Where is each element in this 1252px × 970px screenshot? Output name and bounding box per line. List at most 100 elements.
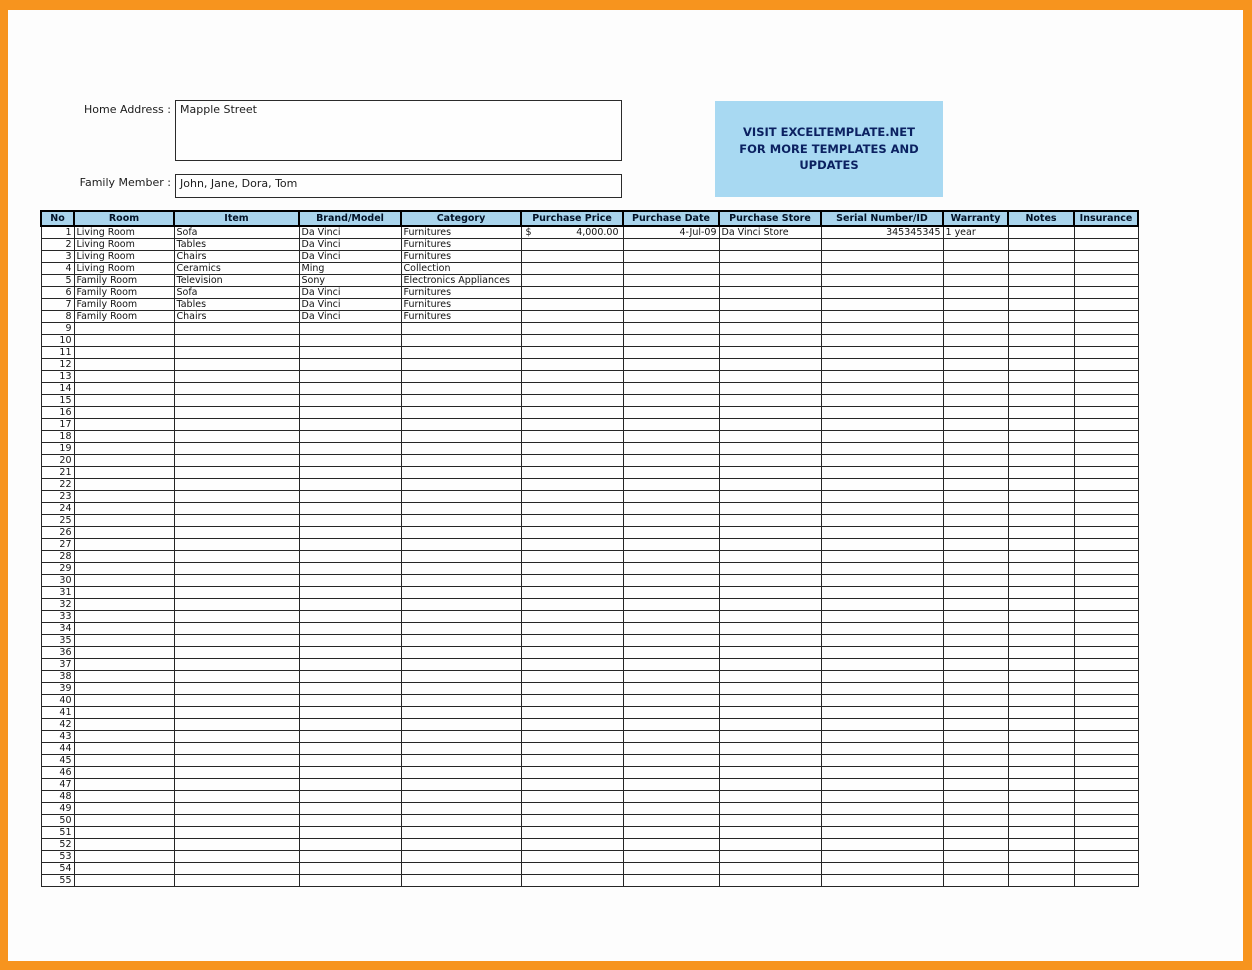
cell-brand_model[interactable] <box>298 346 402 359</box>
cell-room[interactable] <box>73 634 175 647</box>
cell-warranty[interactable] <box>942 586 1009 599</box>
cell-notes[interactable] <box>1007 766 1075 779</box>
cell-notes[interactable] <box>1007 814 1075 827</box>
cell-category[interactable]: Collection <box>400 262 522 275</box>
cell-purchase_store[interactable] <box>718 322 822 335</box>
cell-serial_number[interactable] <box>820 730 944 743</box>
cell-brand_model[interactable] <box>298 430 402 443</box>
cell-purchase_date[interactable] <box>622 466 720 479</box>
cell-purchase_date[interactable] <box>622 742 720 755</box>
cell-warranty[interactable] <box>942 682 1009 695</box>
cell-brand_model[interactable] <box>298 658 402 671</box>
cell-no[interactable]: 17 <box>40 418 75 431</box>
cell-insurance[interactable] <box>1073 802 1139 815</box>
cell-category[interactable] <box>400 778 522 791</box>
cell-serial_number[interactable] <box>820 526 944 539</box>
cell-warranty[interactable] <box>942 730 1009 743</box>
cell-brand_model[interactable] <box>298 778 402 791</box>
cell-no[interactable]: 18 <box>40 430 75 443</box>
cell-purchase_price[interactable] <box>520 610 624 623</box>
cell-category[interactable] <box>400 550 522 563</box>
cell-category[interactable] <box>400 466 522 479</box>
cell-brand_model[interactable]: Sony <box>298 274 402 287</box>
cell-serial_number[interactable] <box>820 346 944 359</box>
cell-warranty[interactable] <box>942 274 1009 287</box>
cell-serial_number[interactable] <box>820 442 944 455</box>
cell-purchase_date[interactable] <box>622 766 720 779</box>
cell-purchase_price[interactable] <box>520 778 624 791</box>
cell-no[interactable]: 35 <box>40 634 75 647</box>
cell-room[interactable] <box>73 430 175 443</box>
cell-no[interactable]: 48 <box>40 790 75 803</box>
cell-item[interactable]: Ceramics <box>173 262 300 275</box>
cell-brand_model[interactable] <box>298 514 402 527</box>
cell-no[interactable]: 52 <box>40 838 75 851</box>
cell-insurance[interactable] <box>1073 430 1139 443</box>
cell-category[interactable]: Furnitures <box>400 238 522 251</box>
cell-purchase_price[interactable] <box>520 850 624 863</box>
cell-notes[interactable] <box>1007 694 1075 707</box>
cell-purchase_price[interactable] <box>520 322 624 335</box>
cell-notes[interactable] <box>1007 802 1075 815</box>
cell-brand_model[interactable] <box>298 790 402 803</box>
cell-serial_number[interactable] <box>820 322 944 335</box>
cell-notes[interactable] <box>1007 286 1075 299</box>
cell-purchase_price[interactable] <box>520 478 624 491</box>
cell-category[interactable] <box>400 514 522 527</box>
cell-serial_number[interactable] <box>820 682 944 695</box>
cell-no[interactable]: 15 <box>40 394 75 407</box>
cell-brand_model[interactable]: Da Vinci <box>298 286 402 299</box>
cell-item[interactable] <box>173 718 300 731</box>
cell-purchase_store[interactable] <box>718 502 822 515</box>
cell-serial_number[interactable] <box>820 394 944 407</box>
cell-brand_model[interactable]: Ming <box>298 262 402 275</box>
cell-brand_model[interactable] <box>298 646 402 659</box>
cell-notes[interactable] <box>1007 646 1075 659</box>
cell-purchase_date[interactable] <box>622 334 720 347</box>
cell-notes[interactable] <box>1007 262 1075 275</box>
cell-room[interactable] <box>73 538 175 551</box>
cell-purchase_store[interactable] <box>718 850 822 863</box>
cell-item[interactable] <box>173 658 300 671</box>
cell-room[interactable] <box>73 790 175 803</box>
cell-no[interactable]: 51 <box>40 826 75 839</box>
cell-insurance[interactable] <box>1073 862 1139 875</box>
cell-category[interactable] <box>400 454 522 467</box>
cell-warranty[interactable] <box>942 394 1009 407</box>
cell-warranty[interactable] <box>942 346 1009 359</box>
cell-brand_model[interactable]: Da Vinci <box>298 225 402 239</box>
cell-brand_model[interactable] <box>298 766 402 779</box>
cell-brand_model[interactable] <box>298 394 402 407</box>
cell-room[interactable] <box>73 706 175 719</box>
cell-item[interactable] <box>173 766 300 779</box>
cell-warranty[interactable] <box>942 538 1009 551</box>
cell-insurance[interactable] <box>1073 526 1139 539</box>
cell-serial_number[interactable] <box>820 250 944 263</box>
cell-serial_number[interactable] <box>820 298 944 311</box>
cell-insurance[interactable] <box>1073 598 1139 611</box>
column-header-notes[interactable]: Notes <box>1007 210 1075 227</box>
cell-brand_model[interactable] <box>298 874 402 887</box>
cell-insurance[interactable] <box>1073 346 1139 359</box>
cell-item[interactable] <box>173 838 300 851</box>
cell-warranty[interactable] <box>942 490 1009 503</box>
cell-serial_number[interactable] <box>820 406 944 419</box>
cell-category[interactable] <box>400 754 522 767</box>
cell-serial_number[interactable] <box>820 586 944 599</box>
cell-purchase_date[interactable] <box>622 562 720 575</box>
cell-room[interactable] <box>73 730 175 743</box>
cell-purchase_date[interactable] <box>622 718 720 731</box>
cell-room[interactable]: Family Room <box>73 298 175 311</box>
cell-room[interactable]: Family Room <box>73 286 175 299</box>
cell-warranty[interactable] <box>942 514 1009 527</box>
cell-purchase_price[interactable] <box>520 694 624 707</box>
cell-category[interactable] <box>400 730 522 743</box>
cell-notes[interactable] <box>1007 322 1075 335</box>
cell-item[interactable] <box>173 406 300 419</box>
cell-item[interactable] <box>173 670 300 683</box>
cell-notes[interactable] <box>1007 874 1075 887</box>
cell-category[interactable] <box>400 406 522 419</box>
cell-purchase_date[interactable] <box>622 262 720 275</box>
cell-no[interactable]: 3 <box>40 250 75 263</box>
cell-insurance[interactable] <box>1073 694 1139 707</box>
